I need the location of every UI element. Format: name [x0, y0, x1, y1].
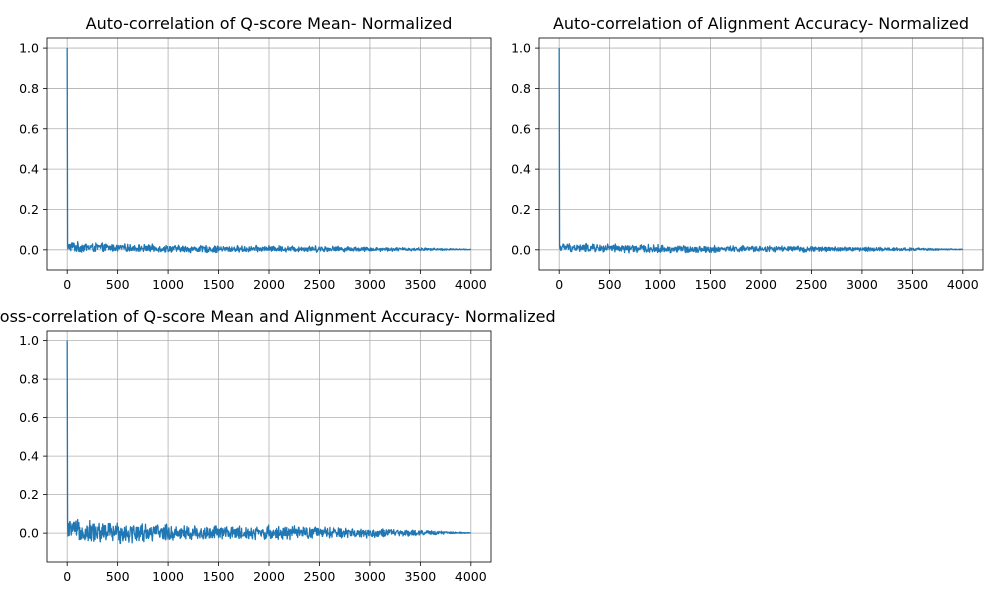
x-tick-label: 2000: [745, 277, 777, 292]
x-tick-label: 500: [598, 277, 622, 292]
y-tick-label: 0.2: [19, 202, 39, 217]
chart-3: 0 500 1000 1500 2000 2500 3000 3500 4000 0.0 0.2 0.…: [0, 307, 556, 584]
x-tick-label: 3000: [846, 277, 878, 292]
y-tick-label: 0.2: [511, 202, 531, 217]
chart-title: Auto-correlation of Alignment Accuracy- …: [553, 14, 969, 33]
chart-1: 0 500 1000 1500 2000 2500 3000 3500 4000 0.0 0.2 0.…: [19, 14, 492, 292]
x-tick-label: 1000: [152, 569, 184, 584]
y-tick-label: 0.0: [511, 242, 531, 257]
x-tick-label: 3000: [354, 277, 386, 292]
x-tick-label: 1500: [203, 277, 235, 292]
y-tick-label: 0.8: [19, 81, 39, 96]
x-tick-label: 0: [63, 277, 71, 292]
x-tick-label: 2500: [796, 277, 828, 292]
x-tick-label: 3500: [404, 277, 436, 292]
chart-2: 0 500 1000 1500 2000 2500 3000 3500 4000 0.0 0.2 0.…: [511, 14, 984, 292]
chart-title: Auto-correlation of Q-score Mean- Normal…: [86, 14, 453, 33]
y-tick-label: 1.0: [511, 41, 531, 56]
series-line: [66, 340, 472, 545]
chart-title: Cross-correlation of Q-score Mean and Al…: [0, 307, 556, 326]
y-tick-label: 0.8: [19, 372, 39, 387]
x-tick-label: 1500: [203, 569, 235, 584]
x-tick-label: 4000: [455, 277, 487, 292]
x-tick-label: 3000: [354, 569, 386, 584]
y-tick-label: 0.6: [19, 410, 39, 425]
y-tick-label: 0.0: [19, 526, 39, 541]
y-tick-label: 0.4: [511, 162, 531, 177]
y-tick-label: 0.6: [19, 121, 39, 136]
x-tick-label: 0: [555, 277, 563, 292]
y-tick-label: 1.0: [19, 333, 39, 348]
y-tick-label: 0.2: [19, 487, 39, 502]
x-tick-label: 500: [106, 569, 130, 584]
x-tick-label: 4000: [947, 277, 979, 292]
x-tick-label: 4000: [455, 569, 487, 584]
x-tick-label: 2000: [253, 569, 285, 584]
x-tick-label: 500: [106, 277, 130, 292]
x-tick-label: 3500: [404, 569, 436, 584]
series-line: [66, 48, 472, 254]
x-tick-label: 1000: [644, 277, 676, 292]
y-tick-label: 1.0: [19, 41, 39, 56]
x-tick-label: 1500: [695, 277, 727, 292]
x-tick-label: 2500: [304, 569, 336, 584]
x-tick-label: 3500: [896, 277, 928, 292]
series-line: [558, 48, 964, 254]
x-tick-label: 2500: [304, 277, 336, 292]
y-tick-label: 0.4: [19, 162, 39, 177]
y-tick-label: 0.4: [19, 449, 39, 464]
y-tick-label: 0.6: [511, 121, 531, 136]
x-tick-label: 0: [63, 569, 71, 584]
x-tick-label: 1000: [152, 277, 184, 292]
y-tick-label: 0.0: [19, 242, 39, 257]
x-tick-label: 2000: [253, 277, 285, 292]
y-tick-label: 0.8: [511, 81, 531, 96]
